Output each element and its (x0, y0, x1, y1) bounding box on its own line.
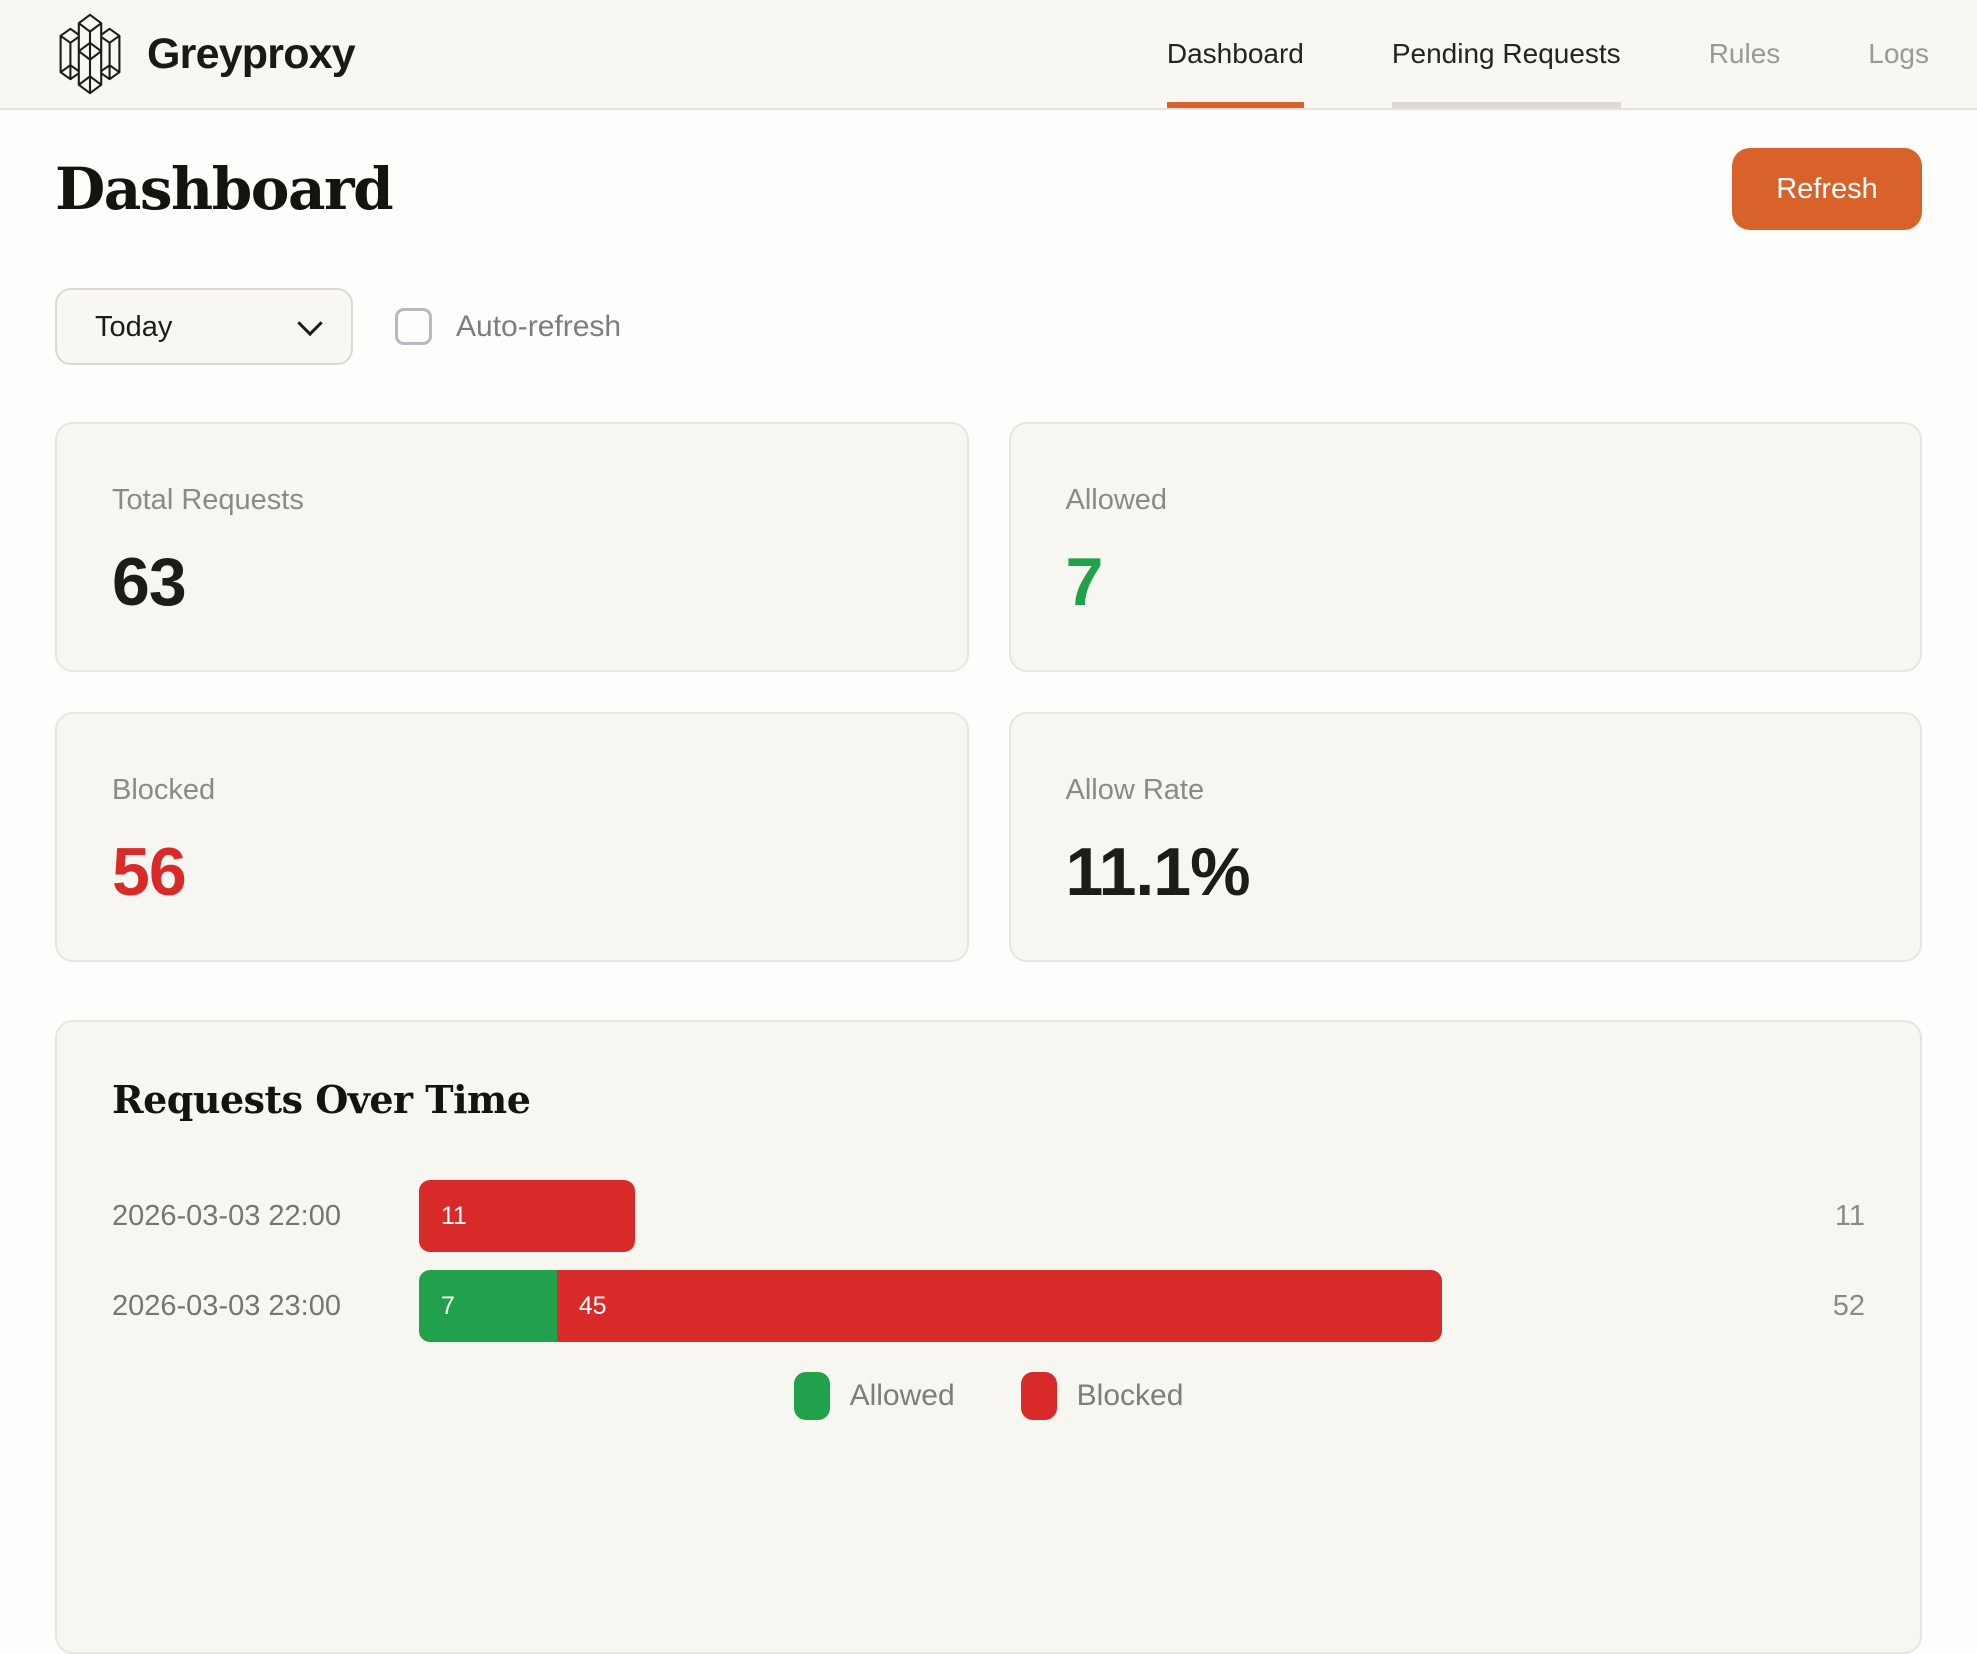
chart-row-track: 11 (419, 1180, 1777, 1252)
legend-swatch-red (1020, 1372, 1057, 1420)
top-navbar: Greyproxy Dashboard Pending Requests Rul… (0, 0, 1977, 110)
legend-swatch-green (793, 1372, 830, 1420)
stacked-bar: 11 (419, 1180, 636, 1252)
stat-cards: Total Requests 63 Allowed 7 Blocked 56 A… (55, 422, 1922, 962)
stacked-bar: 7 45 (419, 1270, 1443, 1342)
stat-label: Total Requests (112, 484, 304, 516)
main-nav: Dashboard Pending Requests Rules Logs (1166, 0, 1929, 108)
legend-label: Allowed (849, 1379, 955, 1412)
bar-segment-blocked: 45 (556, 1270, 1443, 1342)
chart-title: Requests Over Time (112, 1077, 531, 1122)
stat-card-allow-rate: Allow Rate 11.1% (1008, 712, 1922, 962)
auto-refresh-control: Auto-refresh (395, 308, 621, 345)
dashboard-controls: Today Auto-refresh (55, 288, 1922, 365)
nav-dashboard[interactable]: Dashboard (1166, 0, 1304, 108)
nav-logs[interactable]: Logs (1868, 38, 1929, 69)
time-range-select-wrap: Today (55, 288, 353, 365)
dashboard-page: Dashboard Refresh Today Auto-refresh Tot… (0, 148, 1977, 1654)
chart-row-track: 7 45 (419, 1270, 1777, 1342)
chart-row-total: 11 (1834, 1199, 1865, 1232)
stat-value: 11.1% (1065, 834, 1251, 910)
stat-card-allowed: Allowed 7 (1008, 422, 1922, 672)
chart-row-total: 52 (1832, 1289, 1865, 1322)
stat-label: Allowed (1065, 484, 1168, 516)
brand-logo[interactable]: Greyproxy (55, 0, 356, 108)
stat-card-blocked: Blocked 56 (55, 712, 969, 962)
chart-legend: Allowed Blocked (112, 1372, 1865, 1420)
bar-segment-allowed: 7 (419, 1270, 557, 1342)
stat-card-total-requests: Total Requests 63 (55, 422, 969, 672)
refresh-button[interactable]: Refresh (1732, 148, 1922, 230)
stat-label: Blocked (112, 774, 216, 806)
stat-value: 56 (112, 834, 187, 910)
greyproxy-logo-icon (55, 11, 125, 97)
auto-refresh-label: Auto-refresh (456, 309, 622, 343)
legend-item-allowed: Allowed (793, 1372, 955, 1420)
chart-row-time: 2026-03-03 22:00 (112, 1199, 341, 1232)
stat-value: 7 (1065, 544, 1104, 620)
nav-rules[interactable]: Rules (1708, 38, 1781, 69)
stat-label: Allow Rate (1065, 774, 1205, 806)
brand-name: Greyproxy (147, 29, 356, 78)
nav-pending-requests[interactable]: Pending Requests (1391, 0, 1621, 108)
requests-over-time-card: Requests Over Time 2026-03-03 22:00 11 1… (55, 1020, 1922, 1654)
chart-row-time: 2026-03-03 23:00 (112, 1289, 341, 1322)
time-range-select[interactable]: Today (55, 288, 353, 365)
auto-refresh-checkbox[interactable] (395, 308, 432, 345)
legend-label: Blocked (1076, 1379, 1184, 1412)
stat-value: 63 (112, 544, 187, 620)
chart-row: 2026-03-03 22:00 11 11 (112, 1180, 1865, 1252)
bar-segment-blocked: 11 (419, 1180, 636, 1252)
chart-row: 2026-03-03 23:00 7 45 52 (112, 1270, 1865, 1342)
legend-item-blocked: Blocked (1020, 1372, 1184, 1420)
page-title: Dashboard (55, 155, 394, 223)
